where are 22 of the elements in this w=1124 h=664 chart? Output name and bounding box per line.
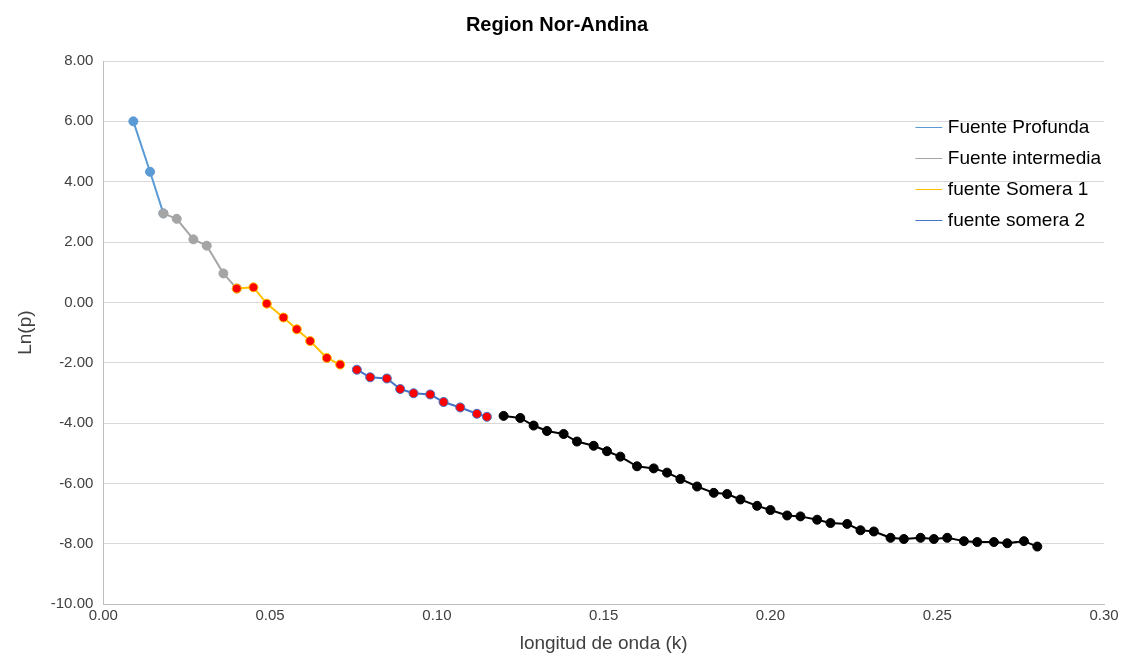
x-tick-label: 0.30 <box>1089 606 1119 624</box>
x-tick-label: 0.15 <box>589 606 619 624</box>
x-tick-label: 0.20 <box>755 606 786 624</box>
y-tick-label: 6.00 <box>64 111 94 129</box>
y-tick-label: 4.00 <box>64 171 94 189</box>
x-axis-title: longitud de onda (k) <box>519 631 688 653</box>
x-tick-label: 0.25 <box>922 606 952 624</box>
x-tick-label: 0.10 <box>422 606 452 624</box>
y-tick-label: 8.00 <box>64 51 94 69</box>
y-tick-label: -4.00 <box>59 413 94 431</box>
x-tick-label: 0.05 <box>255 606 285 624</box>
y-tick-label: -2.00 <box>59 352 94 370</box>
legend-label: fuente Somera 1 <box>947 177 1089 199</box>
y-tick-label: -8.00 <box>59 533 94 551</box>
y-tick-label: 2.00 <box>64 232 94 250</box>
chart-title: Region Nor-Andina <box>465 12 649 35</box>
legend-label: Fuente Profunda <box>947 115 1090 137</box>
y-tick-label: 0.00 <box>64 292 94 310</box>
y-tick-label: -6.00 <box>59 473 94 491</box>
legend-label: Fuente intermedia <box>947 146 1102 168</box>
legend-label: fuente somera 2 <box>947 208 1086 230</box>
y-axis-title: Ln(p) <box>13 310 35 355</box>
